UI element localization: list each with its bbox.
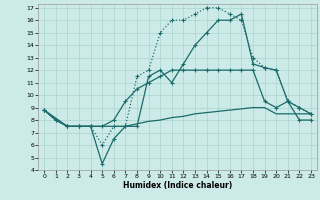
X-axis label: Humidex (Indice chaleur): Humidex (Indice chaleur) xyxy=(123,181,232,190)
